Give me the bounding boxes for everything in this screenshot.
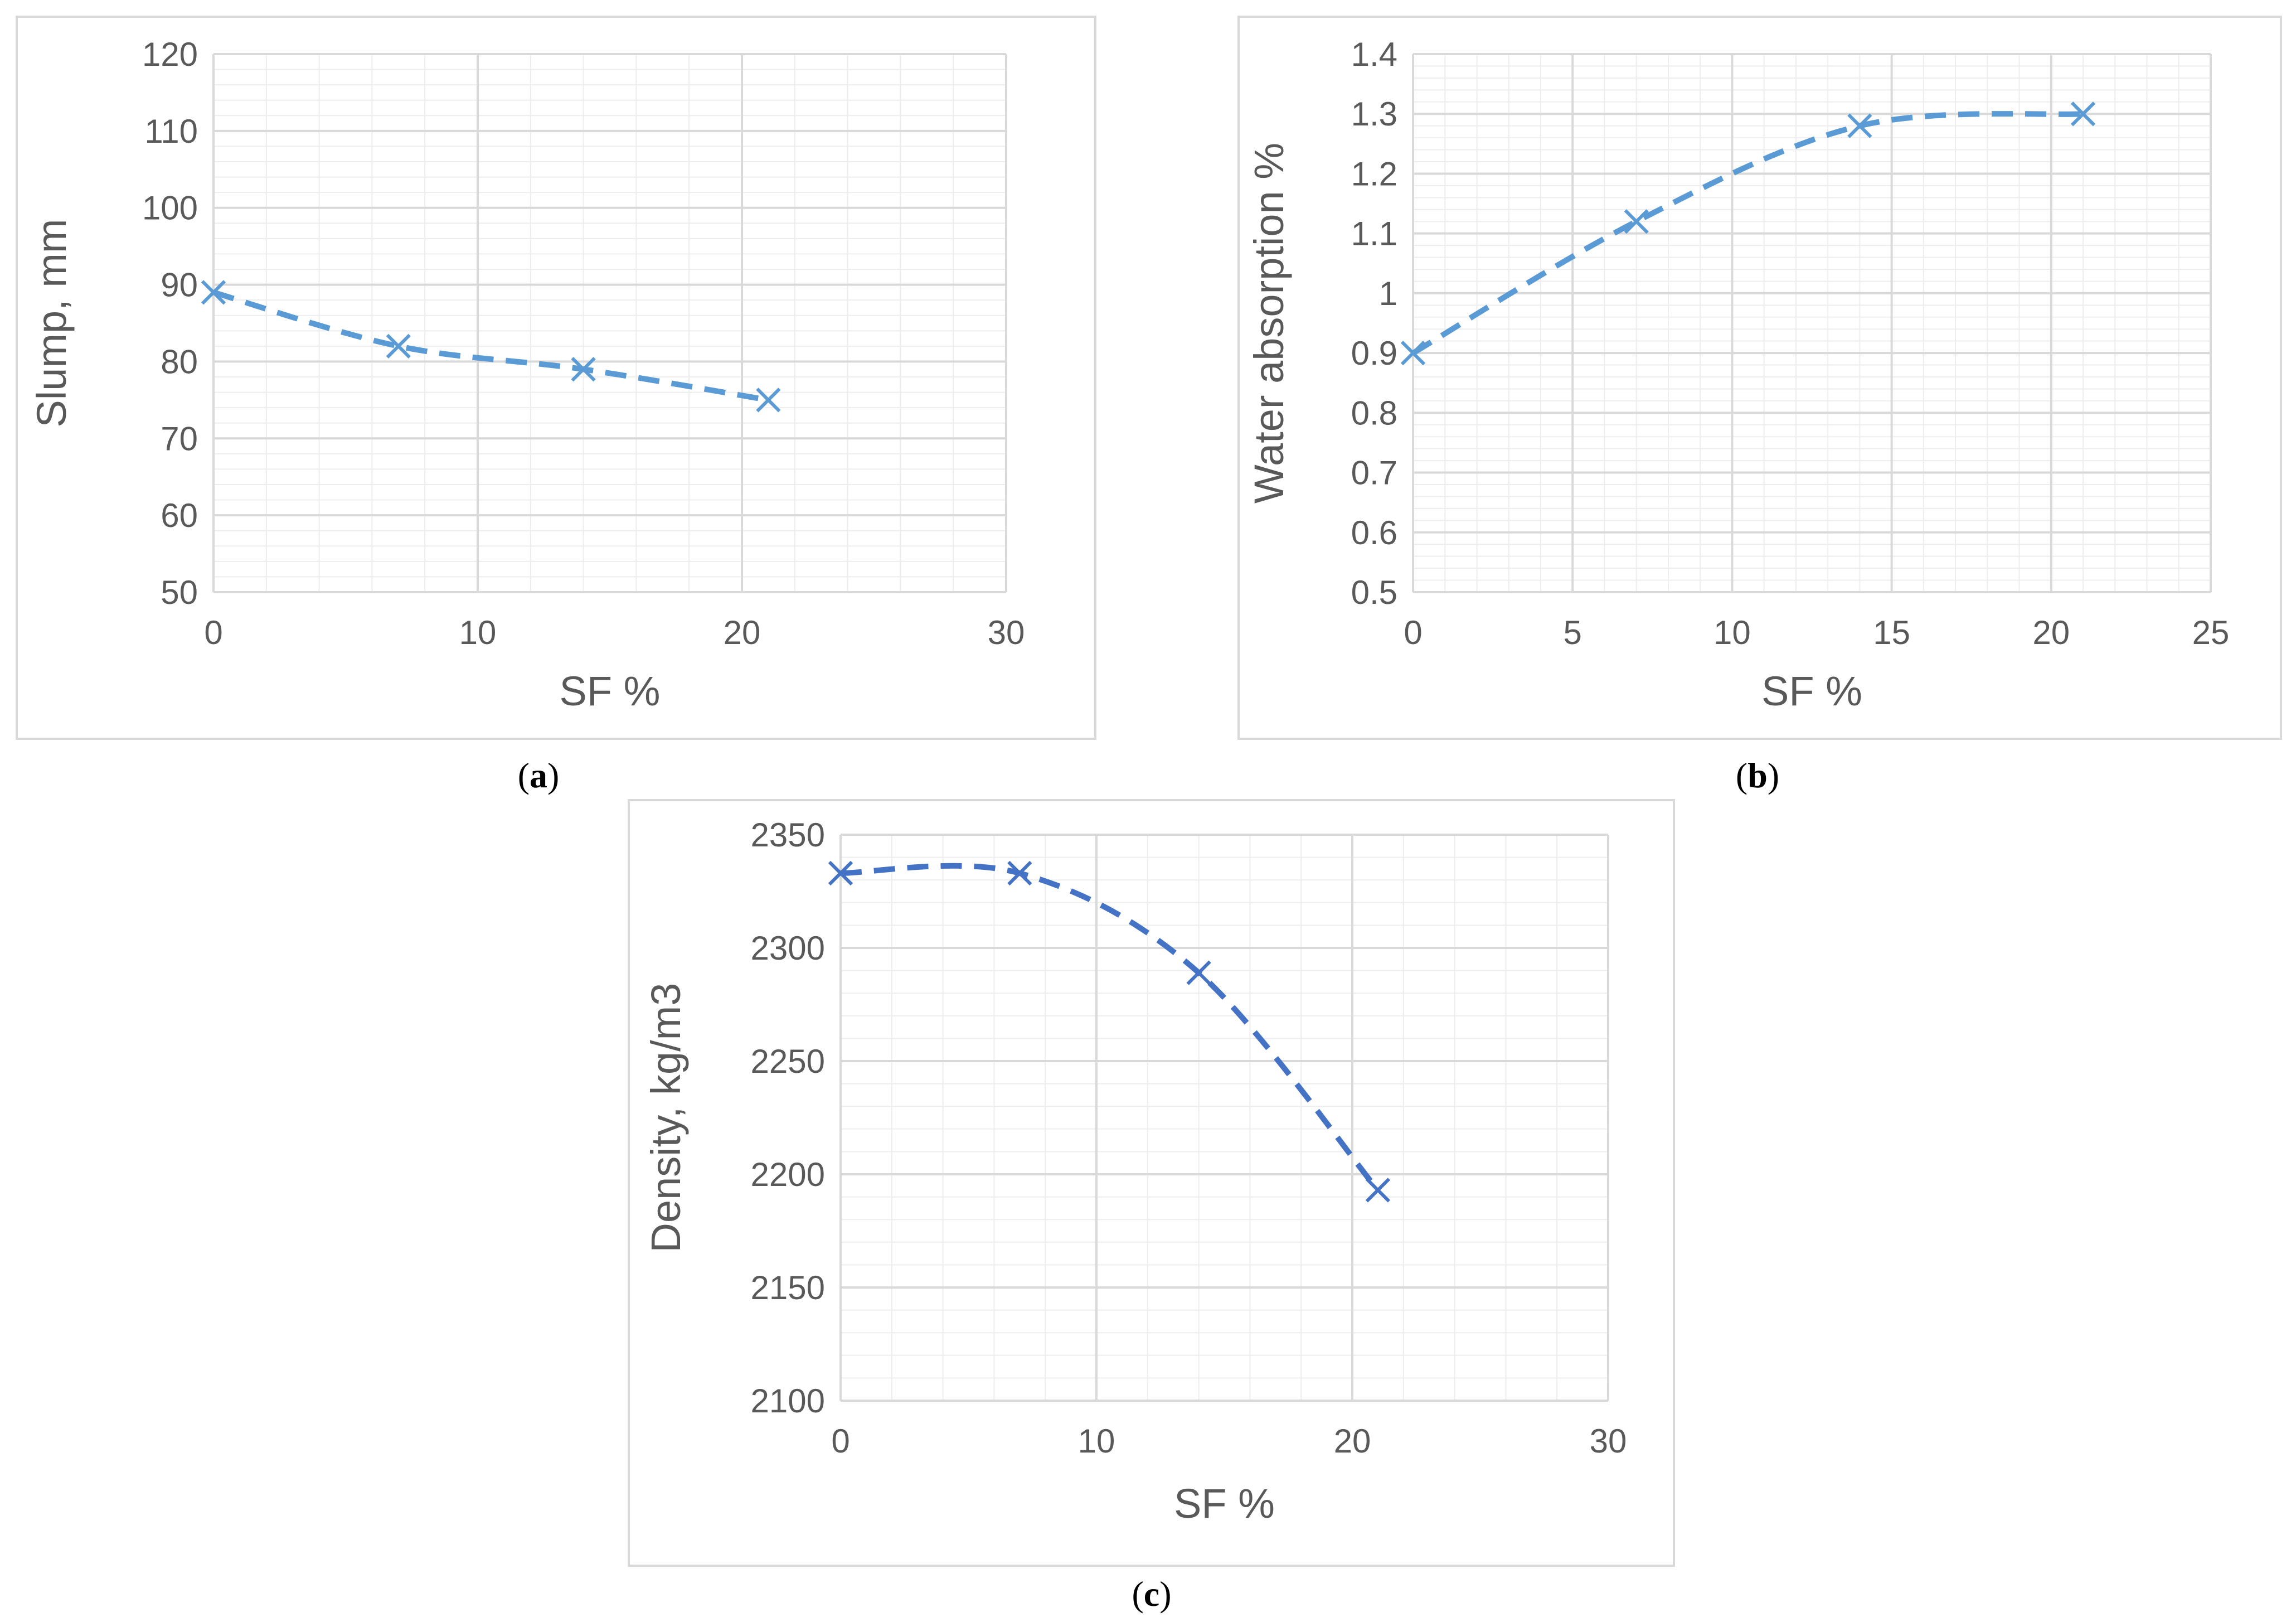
caption-close-paren: ) <box>1768 756 1779 795</box>
caption-open-paren: ( <box>1132 1574 1143 1614</box>
data-point-marker <box>1007 860 1032 886</box>
tick-labels: 0 10 20 30 50 60 70 80 90 100 110 120 <box>142 36 1025 651</box>
x-tick-label: 10 <box>1078 1422 1115 1460</box>
data-point-marker <box>386 333 411 359</box>
x-tick-label: 25 <box>2192 614 2230 651</box>
x-tick-label: 5 <box>1564 614 1582 651</box>
y-tick-label: 110 <box>144 113 198 150</box>
data-point-marker <box>1624 209 1649 234</box>
y-tick-label: 60 <box>161 497 198 534</box>
caption-open-paren: ( <box>518 756 530 795</box>
y-tick-label: 0.9 <box>1351 335 1397 372</box>
y-tick-label: 1.2 <box>1351 155 1397 192</box>
x-axis-title: SF % <box>1174 1480 1275 1527</box>
caption-letter: c <box>1144 1574 1159 1614</box>
major-grid <box>212 53 1007 593</box>
x-tick-label: 30 <box>988 614 1025 651</box>
y-axis-title: Slump, mm <box>28 219 75 427</box>
x-tick-label: 10 <box>459 614 497 651</box>
caption-close-paren: ) <box>547 756 559 795</box>
x-axis-title: SF % <box>1761 668 1862 714</box>
y-axis-title: Water absorption % <box>1246 143 1292 504</box>
data-point-marker <box>756 388 781 413</box>
major-grid <box>1412 53 2212 593</box>
x-axis-title: SF % <box>560 668 661 714</box>
minor-grid <box>841 835 1608 1401</box>
y-tick-label: 1.1 <box>1351 215 1397 253</box>
data-point-marker <box>1365 1178 1391 1203</box>
caption-letter: a <box>530 756 547 795</box>
caption-open-paren: ( <box>1736 756 1748 795</box>
panel-caption: (c) <box>1132 1574 1171 1614</box>
minor-grid <box>1413 54 2211 592</box>
panel-caption: (a) <box>518 756 560 795</box>
data-point-marker <box>1186 960 1211 985</box>
series-line <box>212 289 769 403</box>
x-tick-label: 10 <box>1713 614 1751 651</box>
y-tick-label: 2350 <box>751 816 825 854</box>
y-axis-title: Density, kg/m3 <box>643 983 689 1253</box>
x-tick-label: 0 <box>204 614 222 651</box>
y-tick-label: 2250 <box>751 1043 825 1080</box>
series-line <box>840 863 1380 1192</box>
data-point-marker <box>571 357 596 382</box>
y-tick-label: 2150 <box>751 1269 825 1306</box>
tick-labels: 0 10 20 30 2100 2150 2200 2250 2300 2350 <box>751 816 1627 1460</box>
data-point-marker <box>2070 101 2096 127</box>
y-tick-label: 90 <box>161 267 198 304</box>
caption-letter: b <box>1748 756 1768 795</box>
series-line <box>1411 111 2084 356</box>
y-tick-label: 1 <box>1379 275 1397 312</box>
y-tick-label: 2300 <box>751 929 825 967</box>
x-tick-label: 15 <box>1873 614 1910 651</box>
major-grid <box>839 834 1609 1402</box>
chart-frame <box>16 16 1096 740</box>
y-tick-label: 70 <box>161 420 198 457</box>
panel-a: 0 10 20 30 50 60 70 80 90 100 110 120 SF % Slump, mm (… <box>16 16 1096 795</box>
tick-labels: 0 5 10 15 20 25 0.5 0.6 0.7 0.8 0.9 1 1.1 1.2 1.3 1.4 <box>1351 36 2230 651</box>
y-tick-label: 2200 <box>751 1156 825 1193</box>
panel-c: 0 10 20 30 2100 2150 2200 2250 2300 2350 SF % Densi… <box>628 799 1675 1614</box>
y-tick-label: 0.8 <box>1351 394 1397 432</box>
x-tick-label: 20 <box>1334 1422 1371 1460</box>
caption-close-paren: ) <box>1159 1574 1171 1614</box>
y-tick-label: 50 <box>161 574 198 611</box>
y-tick-label: 1.4 <box>1351 36 1397 73</box>
x-tick-label: 30 <box>1590 1422 1627 1460</box>
x-tick-label: 0 <box>831 1422 850 1460</box>
data-point-marker <box>1400 340 1426 366</box>
y-tick-label: 0.6 <box>1351 514 1397 551</box>
chart-frame <box>628 799 1675 1567</box>
data-point-marker <box>828 860 853 886</box>
y-tick-label: 80 <box>161 343 198 380</box>
x-tick-label: 20 <box>724 614 761 651</box>
y-tick-label: 0.7 <box>1351 454 1397 492</box>
x-tick-label: 20 <box>2032 614 2070 651</box>
y-tick-label: 120 <box>142 36 198 73</box>
y-tick-label: 1.3 <box>1351 95 1397 133</box>
data-point-marker <box>1847 113 1872 138</box>
panel-b: 0 5 10 15 20 25 0.5 0.6 0.7 0.8 0.9 1 1.1 1.2 1.3 1.4 SF… <box>1237 16 2282 795</box>
panel-caption: (b) <box>1736 756 1779 795</box>
y-tick-label: 2100 <box>751 1382 825 1420</box>
y-tick-label: 0.5 <box>1351 574 1397 611</box>
minor-grid <box>213 54 1006 592</box>
y-tick-label: 100 <box>142 190 198 227</box>
data-point-marker <box>201 280 226 305</box>
x-tick-label: 0 <box>1404 614 1422 651</box>
